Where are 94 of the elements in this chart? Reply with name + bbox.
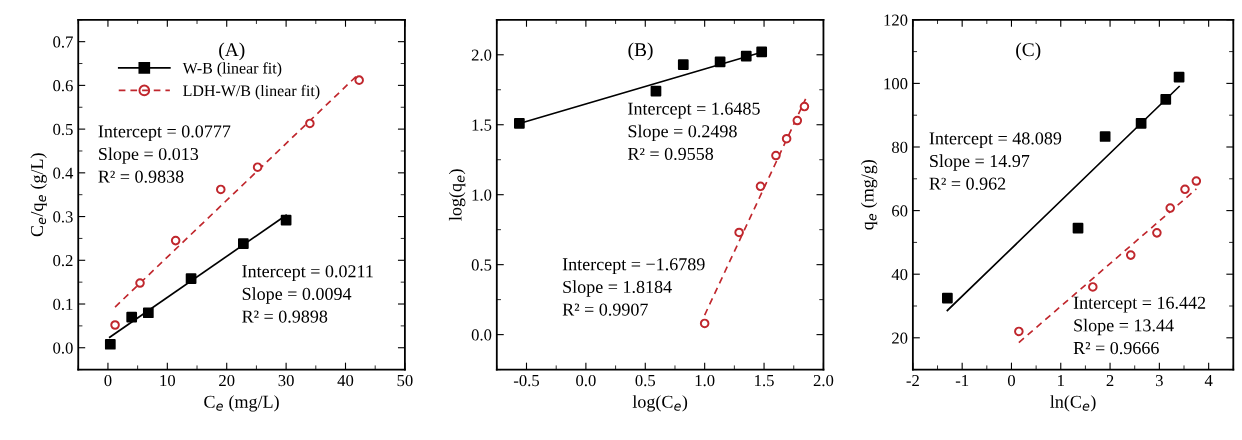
y-axis-title: log(q$_{e}$) — [448, 169, 466, 221]
x-tick-label: 0.5 — [635, 374, 656, 387]
point — [252, 162, 263, 172]
point — [771, 150, 781, 161]
x-tick-label: 1.5 — [755, 375, 774, 387]
point — [942, 292, 953, 304]
point — [110, 320, 120, 330]
point — [142, 307, 154, 319]
point — [781, 133, 792, 144]
y-tick-label: 1.0 — [472, 189, 492, 201]
point — [354, 75, 364, 85]
x-tick-label: -2 — [906, 374, 919, 387]
x-tick-label: 4 — [1204, 375, 1213, 387]
point — [1165, 203, 1175, 213]
point — [305, 118, 315, 129]
point — [1180, 184, 1190, 195]
x-tick-label: 0 — [1007, 374, 1015, 387]
annotation: Intercept = 1.6485 Slope = 0.2498 R² = 0.9558 — [627, 102, 760, 161]
point — [237, 238, 249, 250]
point — [1152, 228, 1162, 238]
point — [216, 184, 226, 195]
point — [104, 338, 116, 350]
x-tick-label: 1.0 — [695, 374, 715, 387]
y-tick-label: 0.0 — [53, 342, 73, 354]
y-tick-label: 0.0 — [471, 329, 492, 341]
point — [755, 181, 766, 192]
x-tick-label: 10 — [160, 374, 176, 387]
point — [1191, 176, 1202, 186]
point — [1099, 131, 1111, 142]
point — [1173, 71, 1185, 83]
x-axis-title: C$_{e}$ (mg/L) — [204, 395, 279, 412]
y-tick-label: 0.6 — [53, 80, 73, 92]
x-tick-label: 2 — [1106, 374, 1114, 387]
x-tick-label: 50 — [397, 374, 413, 387]
annotation: Intercept = 0.0777 Slope = 0.013 R² = 0.9838 — [98, 125, 231, 183]
x-axis-title: ln(C$_{e}$) — [1050, 395, 1096, 412]
point — [170, 235, 181, 246]
legend-label: W-B (linear fit) — [182, 62, 282, 77]
point — [1135, 118, 1147, 129]
point — [185, 273, 197, 285]
y-tick-label: 0.5 — [471, 259, 492, 271]
point — [1125, 250, 1136, 260]
y-tick-label: 120 — [884, 14, 908, 26]
x-tick-label: 0 — [104, 374, 112, 387]
x-tick-label: 20 — [219, 374, 235, 387]
point — [135, 278, 145, 288]
y-tick-label: 0.1 — [53, 298, 73, 311]
point — [1088, 282, 1098, 292]
y-tick-label: 0.5 — [53, 123, 73, 136]
text: (C) — [1016, 42, 1041, 61]
point — [514, 117, 525, 129]
x-tick-label: 2.0 — [813, 374, 834, 387]
y-tick-label: 0.4 — [53, 167, 74, 179]
annotation: Intercept = −1.6789 Slope = 1.8184 R² = 0.9907 — [562, 258, 705, 316]
point — [650, 85, 662, 97]
y-tick-label: 20 — [892, 332, 908, 344]
annotation: Intercept = 16.442 Slope = 13.44 R² = 0.9666 — [1073, 296, 1206, 355]
point — [714, 56, 726, 68]
text: (A) — [219, 42, 245, 61]
point — [677, 59, 689, 70]
x-tick-label: 3 — [1155, 374, 1163, 387]
x-tick-label: -1 — [955, 375, 969, 387]
point — [740, 50, 752, 62]
y-tick-label: 1.5 — [472, 119, 492, 131]
x-tick-label: 30 — [278, 374, 294, 387]
point — [280, 214, 292, 226]
y-tick-label: 40 — [891, 268, 908, 281]
x-tick-label: 1 — [1058, 375, 1064, 387]
y-tick-label: 80 — [891, 141, 908, 153]
text: (B) — [628, 42, 653, 61]
y-tick-label: 60 — [892, 205, 908, 217]
x-tick-label: 0.0 — [576, 374, 596, 387]
y-tick-label: 100 — [884, 78, 908, 90]
x-axis-title: log(C$_{e}$) — [632, 395, 688, 412]
y-tick-label: 0.7 — [53, 36, 73, 48]
point — [1072, 222, 1084, 234]
x-tick-label: -0.5 — [513, 374, 540, 387]
point — [1014, 326, 1024, 337]
point — [792, 115, 803, 126]
y-axis-title: C$_{e}$/q$_{e}$ (g/L) — [30, 153, 47, 237]
y-axis-title: q$_{e}$ (mg/g) — [860, 159, 878, 230]
legend-label: LDH-W/B (linear fit) — [183, 84, 320, 100]
annotation: Intercept = 48.089 Slope = 14.97 R² = 0.962 — [929, 132, 1062, 190]
y-tick-label: 0.3 — [53, 211, 73, 223]
x-tick-label: 40 — [337, 374, 354, 387]
point — [799, 101, 810, 112]
point — [756, 46, 768, 58]
y-tick-label: 0.2 — [53, 254, 73, 267]
y-tick-label: 2.0 — [471, 49, 492, 61]
point — [734, 227, 744, 238]
point — [126, 311, 138, 323]
point — [1160, 93, 1172, 105]
annotation: Intercept = 0.0211 Slope = 0.0094 R² = 0.9898 — [242, 265, 373, 323]
point — [699, 318, 710, 329]
